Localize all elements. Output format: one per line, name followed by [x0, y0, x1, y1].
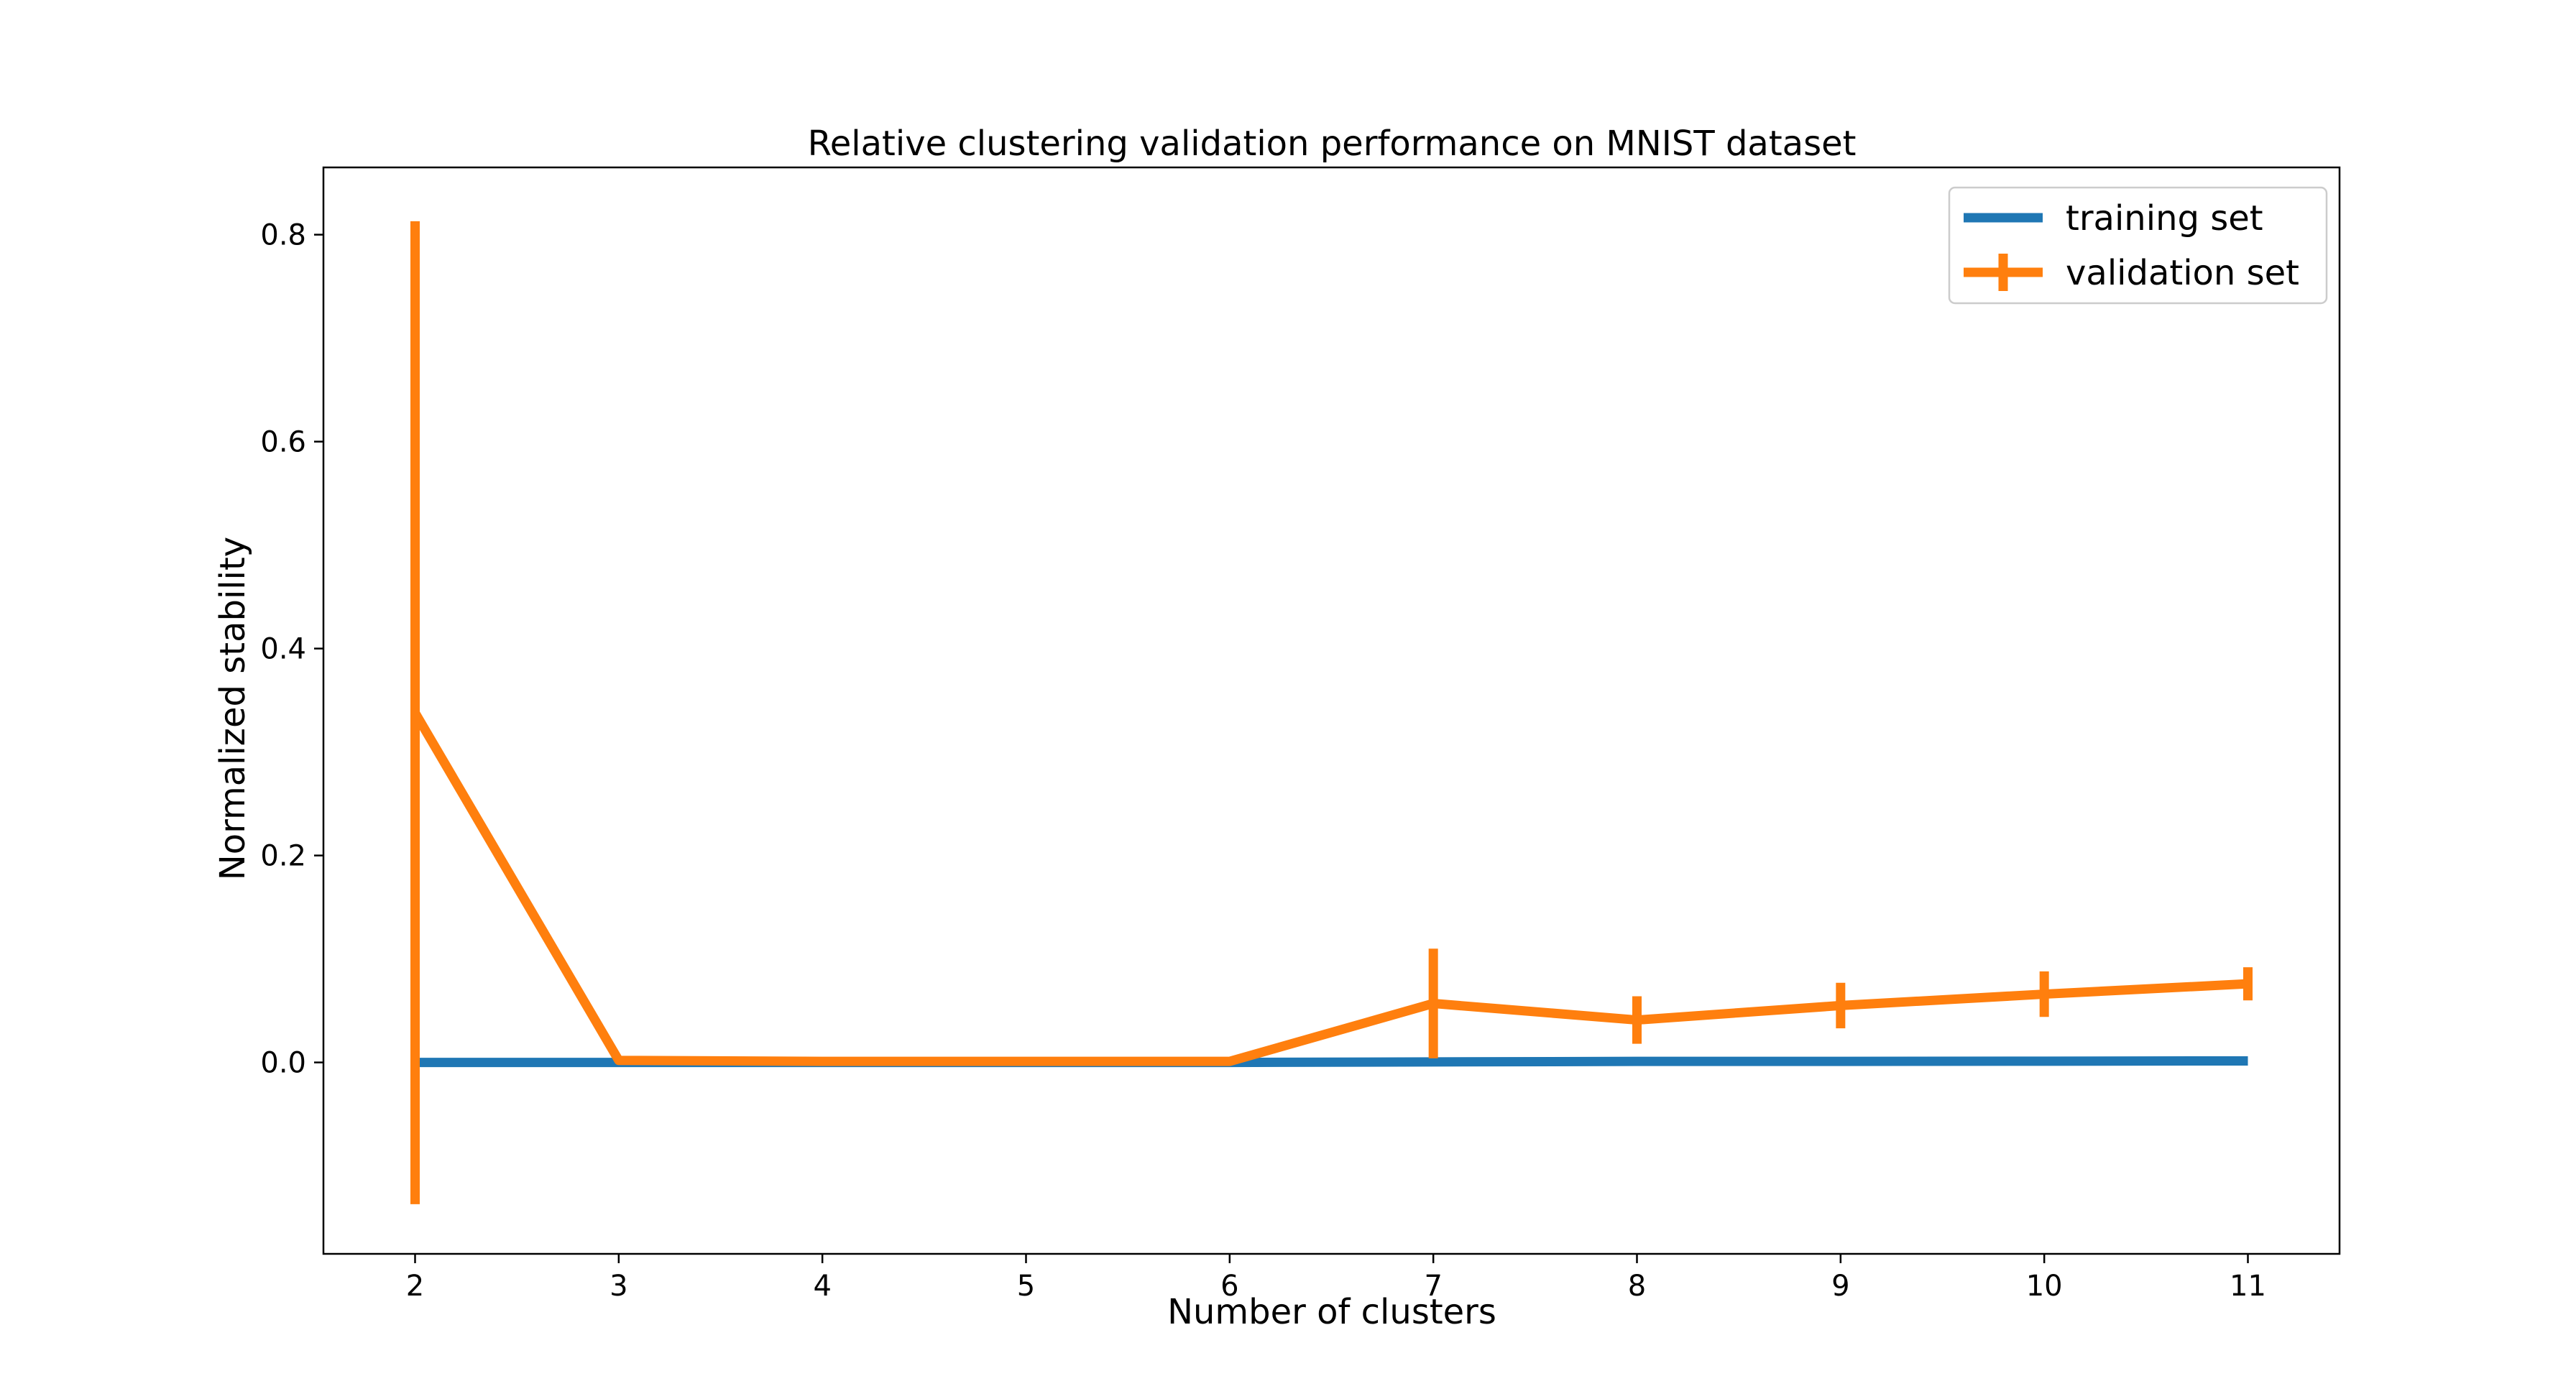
- x-tick-label: 6: [1220, 1270, 1238, 1303]
- x-axis-label: Number of clusters: [1167, 1292, 1496, 1332]
- y-tick-label: 0.6: [260, 426, 306, 459]
- x-tick-label: 11: [2230, 1270, 2266, 1303]
- series-line-1: [410, 710, 2248, 1066]
- x-tick-label: 8: [1628, 1270, 1646, 1303]
- legend: training set validation set: [1948, 186, 2328, 305]
- legend-label-0: training set: [2066, 198, 2263, 239]
- x-tick-label: 10: [2026, 1270, 2063, 1303]
- y-tick-label: 0.4: [260, 633, 306, 666]
- x-tick-label: 4: [813, 1270, 831, 1303]
- y-tick-label: 0.2: [260, 840, 306, 873]
- y-axis-label: Normalized stability: [213, 537, 253, 880]
- plot-area: [410, 221, 2253, 1204]
- x-tick-label: 3: [610, 1270, 627, 1303]
- y-tick-label: 0.0: [260, 1047, 306, 1080]
- x-tick-label: 7: [1424, 1270, 1442, 1303]
- x-tick-label: 2: [406, 1270, 424, 1303]
- x-tick-label: 9: [1831, 1270, 1849, 1303]
- chart-title: Relative clustering validation performan…: [808, 124, 1857, 164]
- y-tick-label: 0.8: [260, 219, 306, 252]
- x-tick-label: 5: [1017, 1270, 1035, 1303]
- axes-frame: [322, 166, 2341, 1255]
- legend-label-1: validation set: [2066, 253, 2299, 293]
- legend-box: [1948, 186, 2328, 305]
- axes: 2 3 4 5 6 7 8 9 10 11 0.0 0.2 0.4 0.6 0.8: [260, 166, 2341, 1303]
